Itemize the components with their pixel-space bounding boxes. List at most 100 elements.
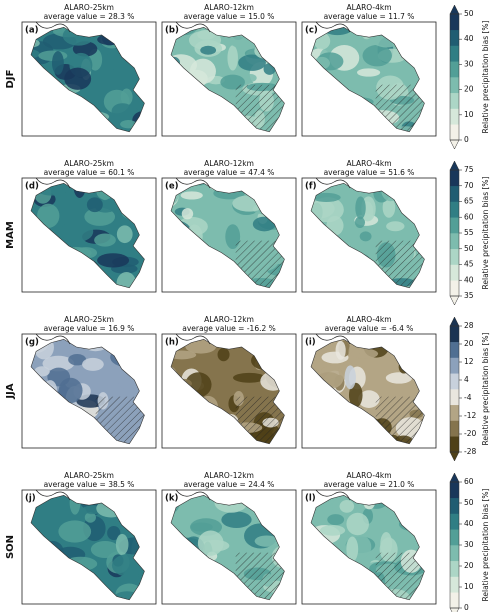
field-blob bbox=[197, 530, 224, 556]
field-blob bbox=[197, 29, 216, 40]
field-blob bbox=[42, 355, 75, 372]
colorbar-label: Relative precipitation bias [%] bbox=[481, 488, 490, 601]
colorbar-extend-bottom bbox=[449, 295, 460, 306]
field-blob bbox=[58, 520, 92, 543]
colorbar-tick-label: 20 bbox=[464, 85, 474, 94]
field-blob bbox=[82, 357, 104, 371]
field-blob bbox=[60, 220, 94, 243]
colorbar-segment bbox=[450, 29, 459, 46]
field-blob bbox=[181, 208, 194, 220]
colorbar-segment bbox=[450, 326, 459, 343]
coastline bbox=[315, 489, 351, 501]
panel-model: ALARO-4km bbox=[346, 159, 391, 168]
field-blob bbox=[64, 67, 92, 90]
season-label: DJF bbox=[5, 70, 16, 89]
colorbar-segment bbox=[450, 497, 459, 514]
colorbar-segment bbox=[450, 545, 459, 562]
field-blob bbox=[51, 51, 64, 75]
colorbar-label: Relative precipitation bias [%] bbox=[481, 332, 490, 445]
field-blob bbox=[359, 231, 372, 242]
colorbar-segment bbox=[450, 14, 459, 31]
border bbox=[310, 494, 425, 601]
panel-average: average value = 11.7 % bbox=[324, 12, 415, 21]
colorbar-segment bbox=[450, 45, 459, 62]
field-blob bbox=[311, 197, 344, 223]
field-blob bbox=[382, 197, 396, 218]
coastline bbox=[315, 21, 351, 33]
colorbar-tick-label: 28 bbox=[464, 321, 474, 330]
colorbar-tick-label: 75 bbox=[464, 165, 474, 174]
panel-letter: (f) bbox=[305, 182, 317, 192]
panel-average: average value = 15.0 % bbox=[184, 12, 275, 21]
field-blob bbox=[348, 382, 363, 408]
field-blob bbox=[254, 535, 279, 547]
colorbar-label: Relative precipitation bias [%] bbox=[481, 176, 490, 289]
field-blob bbox=[37, 203, 60, 228]
coastline bbox=[175, 333, 211, 345]
field-blob bbox=[200, 45, 217, 55]
colorbar-tick-label: 40 bbox=[464, 275, 474, 284]
field-blob bbox=[346, 512, 369, 536]
coastline bbox=[175, 177, 211, 189]
panel-model: ALARO-4km bbox=[346, 3, 391, 12]
field-blob bbox=[355, 196, 366, 220]
field-blob bbox=[86, 197, 103, 213]
panel-average: average value = 60.1 % bbox=[44, 168, 135, 177]
panel-model: ALARO-12km bbox=[204, 3, 254, 12]
colorbar-segment bbox=[450, 420, 459, 437]
colorbar-segment bbox=[450, 280, 459, 297]
panel-model: ALARO-12km bbox=[204, 471, 254, 480]
field-blob bbox=[221, 511, 252, 529]
colorbar-extend-bottom bbox=[449, 607, 460, 612]
map-panel bbox=[301, 333, 437, 449]
colorbar-tick-label: 50 bbox=[464, 498, 474, 507]
field-blob bbox=[358, 390, 380, 408]
border bbox=[30, 494, 145, 601]
colorbar-segment bbox=[450, 560, 459, 577]
border bbox=[310, 338, 425, 445]
season-label: SON bbox=[5, 535, 16, 559]
map-panel bbox=[21, 21, 157, 137]
colorbar-tick-label: 60 bbox=[464, 477, 474, 486]
coastline bbox=[35, 333, 71, 345]
colorbar-tick-label: 10 bbox=[464, 582, 474, 591]
field-blob bbox=[322, 499, 333, 516]
colorbar-segment bbox=[450, 217, 459, 234]
panel-letter: (k) bbox=[165, 494, 179, 504]
panel-letter: (j) bbox=[25, 494, 36, 504]
colorbar-segment bbox=[450, 233, 459, 250]
colorbar-tick-label: 35 bbox=[464, 291, 474, 300]
map-panel bbox=[161, 489, 297, 605]
colorbar-tick-label: 50 bbox=[464, 244, 474, 253]
map-panel bbox=[21, 489, 157, 605]
panel-average: average value = 21.0 % bbox=[324, 480, 415, 489]
field-blob bbox=[380, 531, 393, 556]
field-blob bbox=[354, 216, 366, 229]
colorbar-segment bbox=[450, 436, 459, 453]
colorbar-tick-label: 20 bbox=[464, 339, 474, 348]
colorbar-tick-label: 30 bbox=[464, 59, 474, 68]
field-blob bbox=[111, 103, 134, 120]
field-blob bbox=[362, 44, 392, 67]
colorbar-segment bbox=[450, 341, 459, 358]
colorbar-segment bbox=[450, 389, 459, 406]
colorbar-label: Relative precipitation bias [%] bbox=[481, 20, 490, 133]
panel-model: ALARO-25km bbox=[64, 315, 114, 324]
colorbar-segment bbox=[450, 92, 459, 109]
colorbar-tick-label: 4 bbox=[464, 375, 469, 384]
panel-model: ALARO-25km bbox=[64, 159, 114, 168]
field-blob bbox=[97, 253, 130, 268]
colorbar-extend-top bbox=[449, 4, 460, 15]
panel-average: average value = 51.6 % bbox=[324, 168, 415, 177]
colorbar-tick-label: 50 bbox=[464, 9, 474, 18]
field-blob bbox=[244, 74, 257, 83]
field-blob bbox=[238, 54, 266, 71]
field-blob bbox=[339, 499, 355, 513]
field-blob bbox=[356, 68, 381, 77]
field-blob bbox=[344, 365, 356, 390]
colorbar-tick-label: 70 bbox=[464, 181, 474, 190]
border bbox=[310, 182, 425, 289]
field-blob bbox=[217, 347, 230, 362]
panel-average: average value = 38.5 % bbox=[44, 480, 135, 489]
